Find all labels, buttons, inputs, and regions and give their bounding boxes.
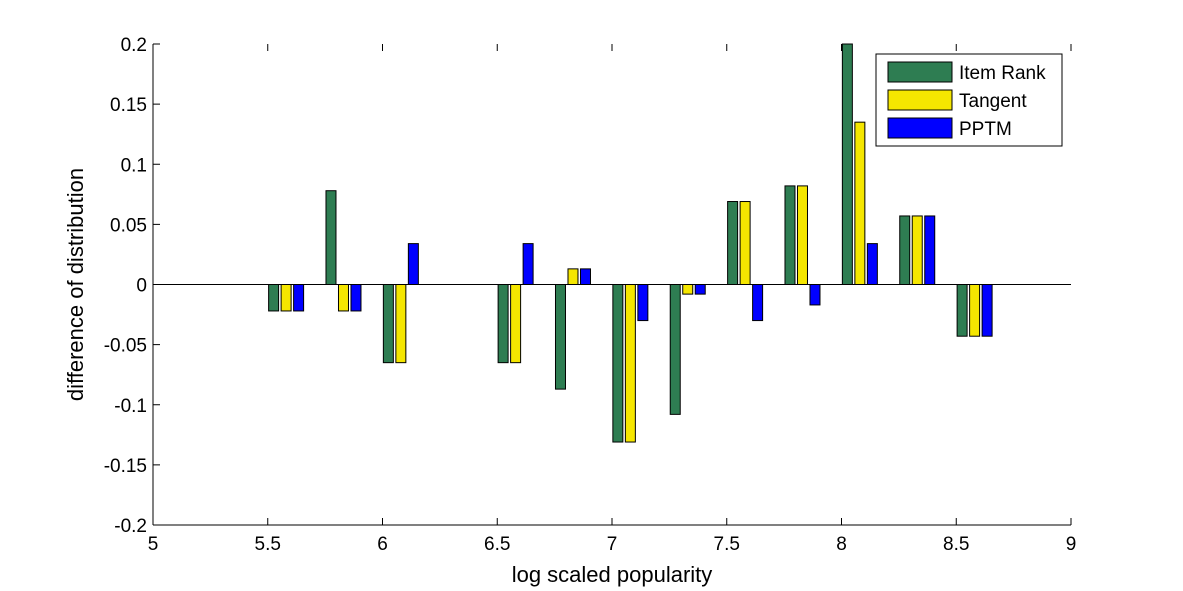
y-tick-label: -0.15 xyxy=(104,456,147,477)
bar-pptm xyxy=(694,284,706,295)
bar-tangent xyxy=(796,185,808,286)
bar-pptm xyxy=(637,284,649,322)
bar-item-rank xyxy=(554,284,566,390)
bar-item-rank xyxy=(268,284,280,312)
bar-tangent xyxy=(682,284,694,295)
legend: Item Rank Tangent PPTM xyxy=(875,53,1063,147)
y-tick-label: -0.05 xyxy=(104,336,147,357)
bar-pptm xyxy=(809,284,821,306)
bar-pptm xyxy=(981,284,993,337)
bar-item-rank xyxy=(784,185,796,286)
bar-pptm xyxy=(407,243,419,286)
bar-tangent xyxy=(739,201,751,285)
bar-tangent xyxy=(510,284,522,364)
bar-pptm xyxy=(293,284,305,312)
legend-label: Tangent xyxy=(959,91,1027,112)
x-tick-label: 8.5 xyxy=(943,534,969,555)
x-tick-label: 8 xyxy=(836,534,847,555)
y-tick-label: -0.2 xyxy=(114,516,147,537)
bar-pptm xyxy=(924,215,936,286)
y-tick-label: 0 xyxy=(136,276,147,297)
x-tick-label: 6 xyxy=(377,534,388,555)
legend-swatch xyxy=(887,117,953,139)
bar-tangent xyxy=(395,284,407,364)
y-axis-title: difference of distribution xyxy=(63,168,88,401)
y-tick-label: 0.2 xyxy=(121,35,147,56)
bar-pptm xyxy=(350,284,362,312)
bar-item-rank xyxy=(841,43,853,285)
bar-item-rank xyxy=(669,284,681,415)
bar-item-rank xyxy=(497,284,509,364)
bar-tangent xyxy=(567,268,579,285)
bar-item-rank xyxy=(899,215,911,286)
bar-tangent xyxy=(624,284,636,443)
bar-tangent xyxy=(969,284,981,337)
y-tick-label: 0.05 xyxy=(110,215,147,236)
bar-pptm xyxy=(866,243,878,286)
x-tick-label: 9 xyxy=(1066,534,1077,555)
bar-item-rank xyxy=(325,190,337,285)
y-tick-label: 0.1 xyxy=(121,155,147,176)
y-tick-label: 0.15 xyxy=(110,95,147,116)
x-axis-title: log scaled popularity xyxy=(512,562,713,587)
bar-item-rank xyxy=(956,284,968,337)
bar-item-rank xyxy=(727,201,739,285)
bar-tangent xyxy=(911,215,923,286)
legend-label: Item Rank xyxy=(959,63,1046,84)
bar-pptm xyxy=(752,284,764,322)
x-tick-label: 6.5 xyxy=(484,534,510,555)
bar-item-rank xyxy=(382,284,394,364)
y-tick-label: -0.1 xyxy=(114,396,147,417)
bar-tangent xyxy=(854,121,866,285)
y-ticks: -0.2 -0.15 -0.1 -0.05 0 0.05 0.1 0.15 0.2 xyxy=(104,35,160,537)
x-tick-label: 7 xyxy=(607,534,618,555)
legend-label: PPTM xyxy=(959,119,1012,140)
bar-pptm xyxy=(522,243,534,286)
bar-tangent xyxy=(337,284,349,312)
x-tick-label: 5 xyxy=(148,534,159,555)
legend-swatch xyxy=(887,89,953,111)
x-ticks: 5 5.5 6 6.5 7 7.5 8 8.5 9 xyxy=(148,44,1077,555)
bar-tangent xyxy=(280,284,292,312)
legend-swatch xyxy=(887,61,953,83)
x-tick-label: 5.5 xyxy=(255,534,281,555)
x-tick-label: 7.5 xyxy=(714,534,740,555)
bar-pptm xyxy=(579,268,591,285)
bar-item-rank xyxy=(612,284,624,443)
